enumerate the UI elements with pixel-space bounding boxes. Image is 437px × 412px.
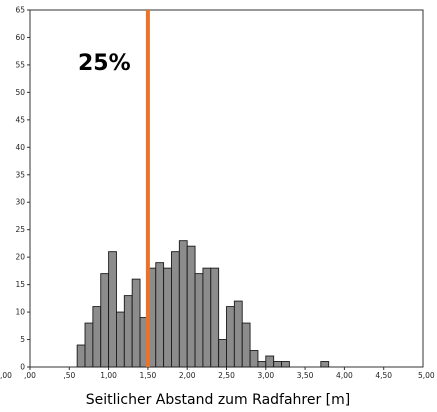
x-tick-label: 2,50 bbox=[218, 371, 235, 380]
histogram-bar bbox=[100, 273, 110, 368]
histogram-bar bbox=[131, 278, 141, 368]
percentile-annotation: 25% bbox=[78, 51, 131, 76]
histogram-bar bbox=[171, 251, 180, 368]
histogram-bar bbox=[186, 245, 196, 368]
histogram-bar bbox=[241, 322, 251, 368]
histogram-bar bbox=[194, 273, 204, 368]
histogram-bar bbox=[281, 361, 290, 368]
histogram-bar bbox=[233, 300, 243, 368]
x-axis: ,00 ,50 1,00 1,50 2,00 2,50 3,00 3,50 4,00 4,50 bbox=[24, 367, 392, 380]
bars-group bbox=[76, 240, 330, 368]
left-edge-label: ,00 bbox=[0, 371, 12, 380]
histogram-bar bbox=[320, 361, 330, 368]
y-tick-label: 60 bbox=[15, 33, 25, 42]
x-tick-label: 1,00 bbox=[100, 371, 117, 380]
x-axis-label: Seitlicher Abstand zum Radfahrer [m] bbox=[86, 392, 351, 408]
histogram-bar bbox=[226, 306, 235, 368]
histogram-bar bbox=[202, 267, 212, 368]
x-tick-label: 4,00 bbox=[336, 371, 353, 380]
histogram-bar bbox=[210, 267, 220, 368]
histogram-bar bbox=[163, 267, 172, 368]
histogram-bar bbox=[108, 251, 117, 368]
histogram-bar bbox=[155, 262, 165, 368]
y-tick-label: 55 bbox=[15, 60, 25, 69]
histogram-bar bbox=[76, 344, 86, 368]
histogram-bar bbox=[178, 240, 188, 368]
y-tick-label: 5 bbox=[20, 335, 25, 344]
y-tick-label: 25 bbox=[15, 225, 25, 234]
histogram-bar bbox=[265, 355, 275, 368]
histogram-bar bbox=[218, 339, 227, 368]
histogram-bar bbox=[273, 361, 282, 368]
histogram-bar bbox=[84, 322, 94, 368]
histogram-bar bbox=[249, 350, 259, 368]
y-tick-label: 65 bbox=[15, 6, 25, 15]
x-tick-label: 2,00 bbox=[179, 371, 196, 380]
histogram-bar bbox=[123, 295, 133, 368]
x-tick-label: 3,00 bbox=[257, 371, 274, 380]
y-tick-label: 10 bbox=[15, 308, 25, 317]
x-tick-label: ,50 bbox=[63, 371, 75, 380]
right-edge-label: 5,00 bbox=[418, 371, 435, 380]
x-tick-label: 3,50 bbox=[297, 371, 314, 380]
y-tick-label: 50 bbox=[15, 88, 25, 97]
y-axis: 0 5 10 15 20 25 30 35 40 45 50 55 60 65 bbox=[15, 6, 30, 372]
y-tick-label: 20 bbox=[15, 253, 25, 262]
x-tick-label: 1,50 bbox=[140, 371, 157, 380]
histogram-bar bbox=[257, 361, 267, 368]
y-tick-label: 35 bbox=[15, 170, 25, 179]
histogram-bar bbox=[116, 311, 125, 368]
x-tick-label: ,00 bbox=[24, 371, 36, 380]
y-tick-label: 45 bbox=[15, 115, 25, 124]
y-tick-label: 0 bbox=[20, 363, 25, 372]
histogram-bar bbox=[92, 306, 102, 368]
y-tick-label: 40 bbox=[15, 143, 25, 152]
y-tick-label: 15 bbox=[15, 280, 25, 289]
y-tick-label: 30 bbox=[15, 198, 25, 207]
x-tick-label: 4,50 bbox=[375, 371, 392, 380]
